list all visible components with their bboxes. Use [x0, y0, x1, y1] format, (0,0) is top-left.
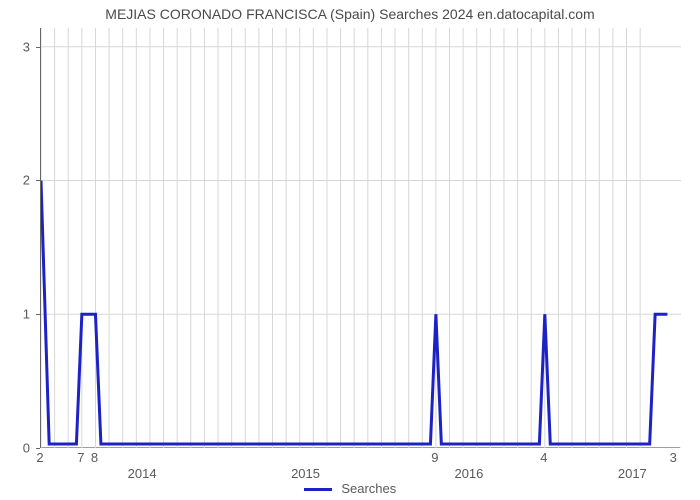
data-value-label: 9	[431, 450, 438, 465]
y-tick-mark	[36, 448, 40, 449]
legend-swatch	[304, 488, 332, 491]
y-tick-label: 3	[0, 39, 30, 54]
data-value-label: 3	[670, 450, 677, 465]
chart-title: MEJIAS CORONADO FRANCISCA (Spain) Search…	[0, 6, 700, 22]
chart-svg	[41, 28, 681, 448]
x-year-label: 2014	[128, 466, 157, 481]
data-value-label: 2	[36, 450, 43, 465]
chart-container: MEJIAS CORONADO FRANCISCA (Spain) Search…	[0, 0, 700, 500]
y-tick-label: 0	[0, 441, 30, 456]
data-value-label: 4	[540, 450, 547, 465]
y-tick-mark	[36, 47, 40, 48]
x-year-label: 2017	[618, 466, 647, 481]
legend: Searches	[0, 481, 700, 496]
y-tick-label: 1	[0, 307, 30, 322]
data-value-label: 8	[91, 450, 98, 465]
plot-area	[40, 28, 680, 448]
y-tick-mark	[36, 314, 40, 315]
x-year-label: 2015	[291, 466, 320, 481]
y-tick-mark	[36, 180, 40, 181]
x-year-label: 2016	[454, 466, 483, 481]
data-value-label: 7	[77, 450, 84, 465]
y-tick-label: 2	[0, 173, 30, 188]
legend-label: Searches	[341, 481, 396, 496]
